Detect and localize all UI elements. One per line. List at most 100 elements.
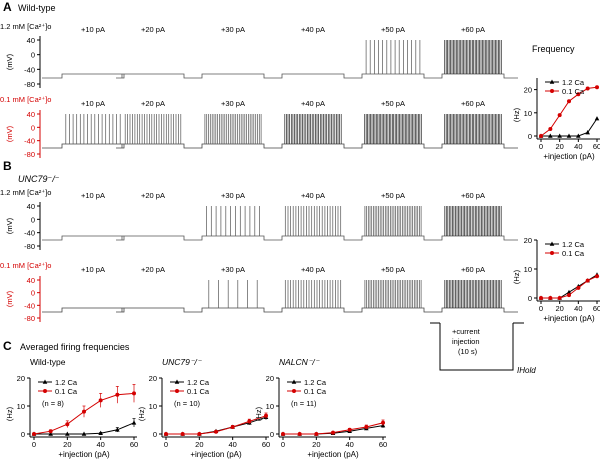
trace-spikes	[65, 114, 121, 144]
trace-spikes	[208, 280, 258, 308]
data-point-circle	[164, 432, 168, 436]
legend-marker	[550, 89, 554, 93]
trace-y-tick-label: -80	[24, 80, 35, 89]
legend-marker	[549, 79, 555, 84]
chart-x-label: +injection (pA)	[543, 152, 595, 161]
chart-x-tick-label: 60	[262, 440, 270, 449]
step-label-2: +20 pA	[141, 265, 165, 274]
data-point-circle	[32, 432, 36, 436]
data-point-circle	[364, 425, 369, 429]
data-point-triangle	[585, 130, 590, 135]
step-label-4: +40 pA	[301, 99, 325, 108]
legend-marker	[549, 241, 555, 246]
data-point-triangle	[566, 289, 572, 294]
data-point-circle	[314, 432, 319, 436]
chart-title: UNC79⁻/⁻	[162, 357, 203, 367]
trace-y-tick-label: -40	[24, 229, 35, 238]
trace-spikes	[206, 206, 260, 236]
chart-y-tick-label: 20	[149, 374, 157, 383]
data-point-circle	[567, 99, 571, 104]
legend-label: 1.2 Ca	[55, 378, 78, 387]
step-label-4: +40 pA	[301, 25, 325, 34]
trace-y-unit: (mV)	[5, 290, 14, 307]
panel-b-title: UNC79⁻/⁻	[18, 174, 60, 184]
data-point-circle	[557, 113, 562, 118]
trace-y-tick-label: -40	[24, 65, 35, 74]
legend-marker	[291, 379, 297, 384]
data-point-circle	[214, 429, 218, 434]
step-label-4: +40 pA	[301, 265, 325, 274]
chart-x-tick-label: 60	[593, 142, 600, 151]
step-label-1: +10 pA	[81, 191, 105, 200]
chart-x-tick-label: 0	[164, 440, 168, 449]
current-protocol-diagram: +current injection (10 s) IHold	[430, 322, 536, 375]
trace-y-tick-label: 40	[27, 36, 35, 45]
step-label-6: +60 pA	[461, 25, 485, 34]
chart-x-tick-label: 0	[539, 304, 543, 313]
chart-x-tick-label: 20	[312, 440, 320, 449]
legend-label: 1.2 Ca	[562, 78, 585, 87]
step-label-1: +10 pA	[81, 265, 105, 274]
step-label-3: +30 pA	[221, 265, 245, 274]
chart-y-tick-label: 0	[153, 430, 157, 439]
data-point-circle	[576, 92, 581, 97]
data-point-circle	[115, 392, 120, 397]
chart-x-tick-label: 40	[345, 440, 353, 449]
trace-spikes	[365, 40, 421, 74]
chart-y-tick-label: 20	[266, 374, 274, 383]
legend-marker	[42, 379, 48, 384]
trace-y-tick-label: 0	[31, 123, 35, 132]
trace-spikes	[284, 206, 342, 236]
chart-C-unc79: 0 10 20 0 20 40 60 +injection (pA) (Hz) UNC79⁻/⁻ 1…	[137, 357, 270, 459]
step-label-1: +10 pA	[81, 99, 105, 108]
data-point-circle	[297, 432, 302, 436]
chart-x-tick-label: 40	[574, 304, 582, 313]
trace-y-tick-label: 0	[31, 51, 35, 60]
data-point-circle	[230, 425, 235, 429]
data-point-triangle	[557, 133, 562, 138]
step-label-2: +20 pA	[141, 191, 165, 200]
panel-c-title: Averaged firing frequencies	[20, 342, 130, 352]
panel-letter-b: B	[3, 159, 12, 173]
step-label-2: +20 pA	[141, 99, 165, 108]
trace-row-a1: 40 0 -40 -80 (mV) +10 pA +20 pA +30 pA +40 pA +50…	[5, 25, 518, 89]
chart-C-nalcn: 0 10 20 0 20 40 60 +injection (pA) (Hz) NALCN⁻/⁻ 1…	[254, 357, 387, 459]
chart-x-tick-label: 20	[555, 304, 563, 313]
trace-spikes	[444, 206, 502, 236]
trace-y-tick-label: -80	[24, 314, 35, 323]
chart-x-tick-label: 20	[195, 440, 203, 449]
data-point-triangle	[548, 133, 553, 138]
data-point-triangle	[48, 431, 53, 436]
chart-x-label: +injection (pA)	[190, 450, 242, 459]
legend-marker	[292, 389, 296, 393]
chart-x-tick-label: 0	[539, 142, 543, 151]
row-b1-label: 1.2 mM [Ca²⁺]o	[0, 188, 51, 197]
chart-title: Wild-type	[30, 357, 66, 367]
chart-y-tick-label: 10	[524, 265, 532, 274]
data-point-triangle	[81, 431, 87, 436]
data-point-circle	[576, 285, 581, 290]
trace-y-tick-label: -80	[24, 150, 35, 159]
data-point-circle	[557, 296, 562, 300]
step-label-5: +50 pA	[381, 191, 405, 200]
trace-y-tick-label: 0	[31, 215, 35, 224]
step-label-6: +60 pA	[461, 265, 485, 274]
data-point-triangle	[65, 431, 70, 436]
data-point-circle	[281, 432, 285, 436]
chart-n-annotation: (n = 11)	[291, 399, 317, 408]
trace-spikes	[284, 114, 342, 144]
voltage-traces: 40 0 -40 -80 (mV) +10 pA +20 pA +30 pA +40 pA +50…	[5, 25, 518, 323]
protocol-line1: +current	[452, 327, 481, 336]
chart-x-tick-label: 0	[32, 440, 36, 449]
trace-y-unit: (mV)	[5, 125, 14, 142]
chart-y-label: (Hz)	[137, 406, 146, 421]
panel-letter-c: C	[3, 339, 12, 353]
trace-row-b2: 40 0 -40 -80 (mV) +10 pA +20 pA +30 pA +40 pA +50…	[5, 265, 518, 323]
chart-x-tick-label: 40	[96, 440, 104, 449]
row-a1-label: 1.2 mM [Ca²⁺]o	[0, 22, 51, 31]
chart-x-tick-label: 40	[574, 142, 582, 151]
trace-baseline	[42, 73, 518, 79]
step-label-6: +60 pA	[461, 191, 485, 200]
